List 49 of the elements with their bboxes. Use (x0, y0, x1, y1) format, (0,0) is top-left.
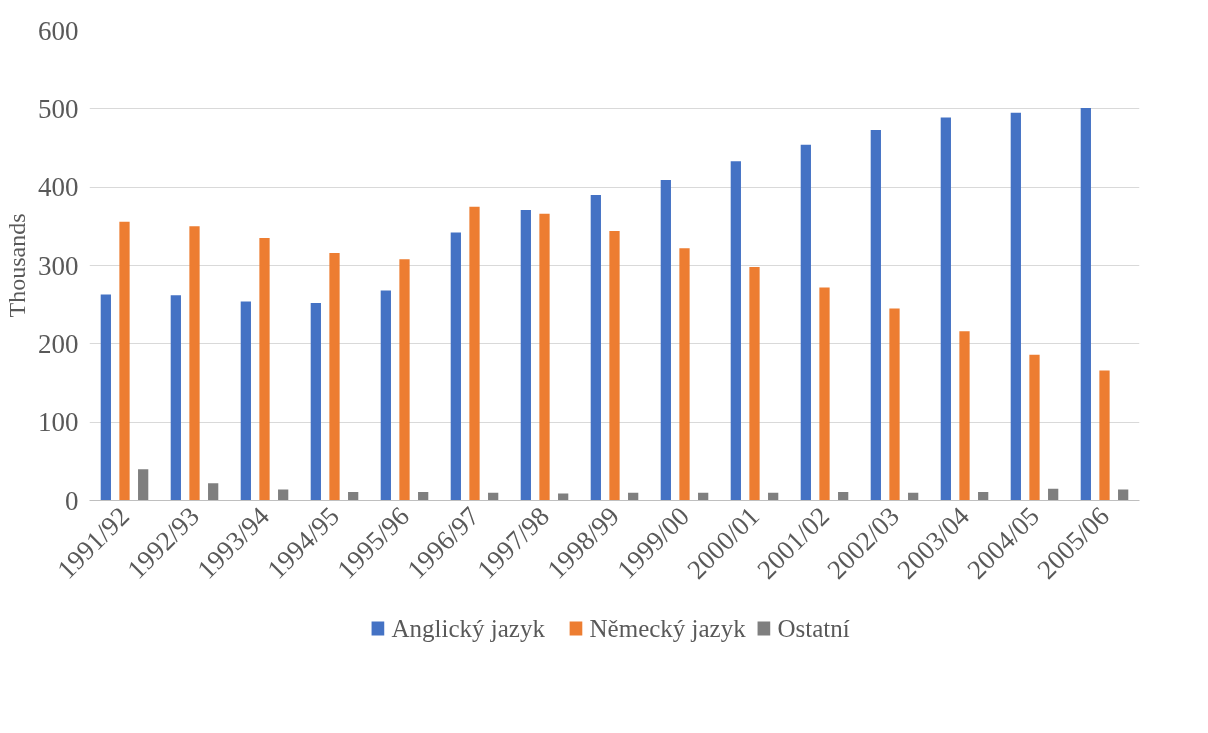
y-tick-label: 400 (38, 172, 79, 203)
bar (418, 491, 429, 501)
bar (800, 144, 811, 501)
bar (380, 290, 391, 501)
bar (558, 493, 569, 501)
bar (259, 238, 270, 501)
legend-label: Anglický jazyk (391, 615, 546, 642)
bar (539, 213, 550, 501)
bar (329, 252, 340, 501)
bar (1029, 354, 1040, 501)
bar (609, 231, 620, 501)
bar (838, 491, 849, 501)
bar (189, 226, 200, 501)
bar (119, 221, 130, 501)
bar (240, 301, 251, 501)
bar (348, 491, 359, 501)
y-axis-title: Thousands (4, 213, 30, 318)
bar (959, 331, 970, 501)
bar (870, 129, 881, 501)
bar (819, 287, 830, 501)
bar (208, 483, 219, 501)
bar (889, 308, 900, 501)
bar (100, 294, 111, 501)
bar (170, 295, 181, 501)
y-tick-label: 600 (38, 15, 79, 46)
bar (749, 267, 760, 501)
bar (730, 161, 741, 501)
y-tick-label: 200 (38, 328, 79, 359)
bar (660, 180, 671, 501)
bar (399, 259, 410, 501)
bar (978, 491, 989, 501)
bar (310, 303, 321, 501)
legend-label: Ostatní (777, 615, 850, 642)
bar (138, 469, 149, 501)
bar (1099, 370, 1110, 501)
bar (520, 209, 531, 501)
bar (590, 195, 601, 501)
bar (469, 206, 480, 501)
bar (679, 248, 690, 501)
bar (1080, 108, 1091, 501)
legend-label: Německý jazyk (589, 615, 747, 642)
bar (940, 117, 951, 501)
y-tick-label: 100 (38, 407, 79, 438)
y-tick-label: 300 (38, 250, 79, 281)
bar (450, 232, 461, 501)
bar (1048, 488, 1059, 501)
bar (1010, 112, 1021, 501)
y-tick-label: 500 (38, 93, 79, 124)
y-tick-label: 0 (65, 485, 79, 516)
